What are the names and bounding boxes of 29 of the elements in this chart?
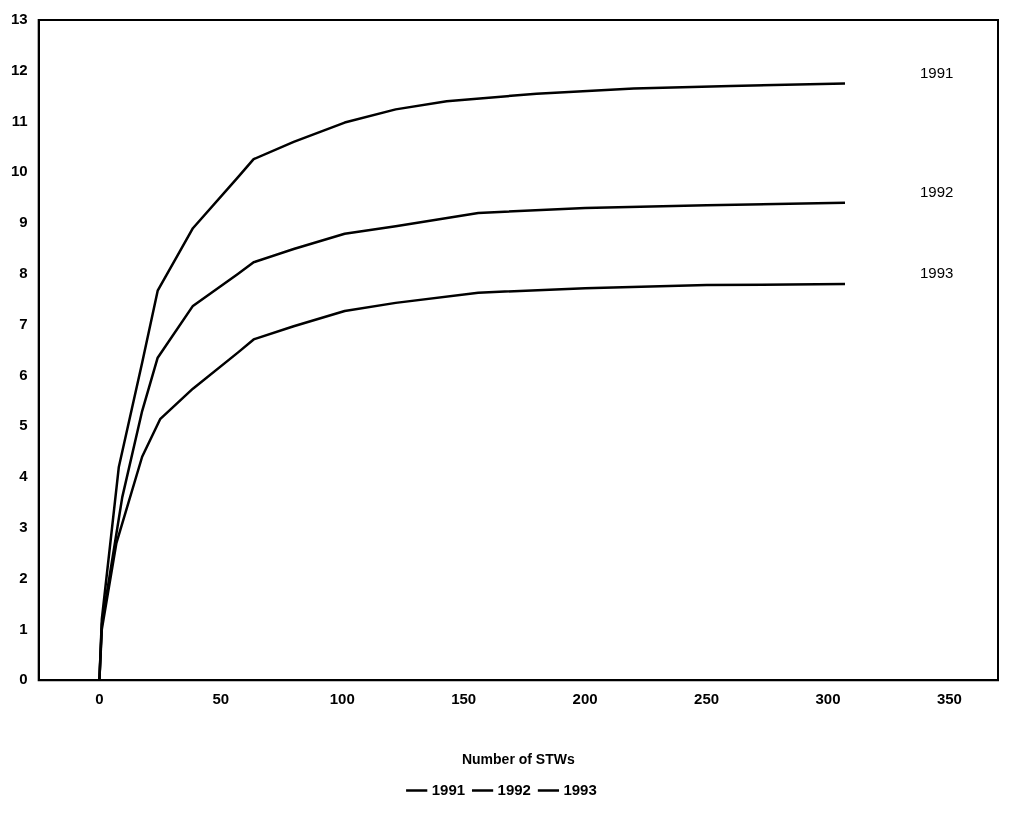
y-tick-label: 12 bbox=[11, 60, 28, 78]
x-tick-label: 250 bbox=[694, 690, 720, 708]
y-tick-label: 2 bbox=[19, 568, 28, 586]
x-tick-label: 300 bbox=[815, 690, 841, 708]
y-tick-label: 1 bbox=[19, 619, 28, 637]
y-tick-label: 11 bbox=[11, 111, 28, 129]
y-tick-label: 4 bbox=[19, 467, 29, 485]
legend-label: 1991 bbox=[431, 780, 466, 798]
x-tick-label: 350 bbox=[936, 690, 962, 708]
y-tick-label: 7 bbox=[19, 314, 28, 332]
y-tick-label: 3 bbox=[19, 517, 28, 535]
annotation: 1993 bbox=[920, 264, 954, 282]
x-tick-label: 200 bbox=[572, 690, 598, 708]
legend-label: 1992 bbox=[497, 780, 531, 798]
y-tick-label: 6 bbox=[19, 365, 28, 383]
y-tick-label: 13 bbox=[11, 10, 28, 28]
annotation: 1992 bbox=[920, 182, 954, 200]
x-axis-title: Number of STWs bbox=[461, 751, 575, 768]
y-tick-label: 5 bbox=[19, 416, 28, 434]
legend-label: 1993 bbox=[563, 780, 597, 798]
annotation: 1991 bbox=[920, 63, 954, 81]
x-tick-label: 100 bbox=[329, 690, 355, 708]
x-tick-label: 0 bbox=[95, 690, 104, 708]
y-tick-label: 0 bbox=[19, 670, 28, 688]
y-tick-label: 10 bbox=[11, 162, 28, 180]
x-tick-label: 150 bbox=[451, 690, 477, 708]
x-tick-label: 50 bbox=[212, 690, 230, 708]
y-tick-label: 9 bbox=[19, 213, 28, 231]
y-tick-label: 8 bbox=[19, 264, 28, 282]
